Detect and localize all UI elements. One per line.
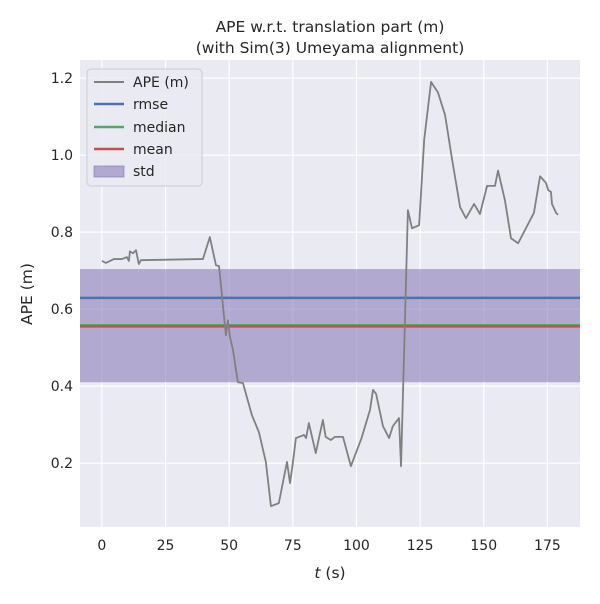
legend-label-ape: APE (m): [133, 75, 189, 91]
x-tick-labels: 0 25 50 75 100 125 150 175: [97, 538, 560, 554]
legend-label-std: std: [133, 164, 155, 180]
x-tick-label: 25: [157, 538, 175, 554]
legend-box: [86, 68, 203, 187]
x-tick-label: 150: [470, 538, 497, 554]
x-tick-label: 0: [97, 538, 106, 554]
x-tick-label: 175: [534, 538, 561, 554]
x-axis-label: t (s): [314, 564, 345, 582]
y-tick-label: 0.8: [51, 225, 73, 241]
legend-swatch-std: [93, 165, 125, 178]
x-tick-label: 100: [343, 538, 370, 554]
legend-label-mean: mean: [133, 142, 173, 158]
y-tick-labels: 0.2 0.4 0.6 0.8 1.0 1.2: [51, 71, 73, 472]
y-tick-label: 1.0: [51, 148, 73, 164]
y-axis-label: APE (m): [18, 263, 36, 325]
legend-label-rmse: rmse: [133, 97, 168, 113]
x-tick-label: 50: [220, 538, 238, 554]
x-tick-label: 75: [284, 538, 302, 554]
y-tick-label: 0.6: [51, 302, 73, 318]
legend-label-median: median: [133, 120, 185, 136]
y-tick-label: 1.2: [51, 71, 73, 87]
y-tick-label: 0.4: [51, 379, 73, 395]
chart-subtitle: (with Sim(3) Umeyama alignment): [196, 39, 465, 57]
ape-series-line: [101, 81, 559, 508]
y-tick-label: 0.2: [51, 456, 73, 472]
chart-title: APE w.r.t. translation part (m): [216, 18, 445, 36]
x-tick-label: 125: [407, 538, 434, 554]
legend: APE (m) rmse median mean std: [86, 68, 203, 187]
